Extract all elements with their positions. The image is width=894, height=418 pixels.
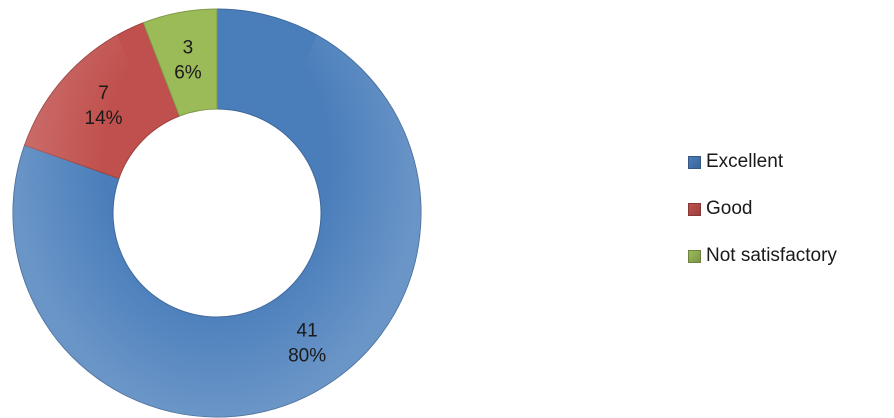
legend-swatch-good <box>688 202 701 216</box>
legend-swatch-not-satisfactory <box>688 249 701 263</box>
donut-plot-area: 41 80% 7 14% 3 6% <box>12 0 422 418</box>
legend-label: Excellent <box>706 151 784 172</box>
data-label-percent-good: 14% <box>85 108 123 129</box>
legend-label: Not satisfactory <box>706 245 837 266</box>
legend: Excellent Good Not satisfactory <box>688 150 888 291</box>
data-label-value-good: 7 <box>98 83 109 104</box>
legend-item-not-satisfactory: Not satisfactory <box>688 244 888 268</box>
legend-label: Good <box>706 198 753 219</box>
legend-item-excellent: Excellent <box>688 150 888 174</box>
donut-slices <box>12 0 422 418</box>
legend-swatch-excellent <box>688 155 701 169</box>
legend-item-good: Good <box>688 197 888 221</box>
data-label-percent-not-satisfactory: 6% <box>174 63 202 84</box>
data-label-value-excellent: 41 <box>297 320 318 341</box>
donut-data-labels: 41 80% 7 14% 3 6% <box>85 38 327 367</box>
data-label-value-not-satisfactory: 3 <box>183 38 194 59</box>
data-label-percent-excellent: 80% <box>288 345 326 366</box>
